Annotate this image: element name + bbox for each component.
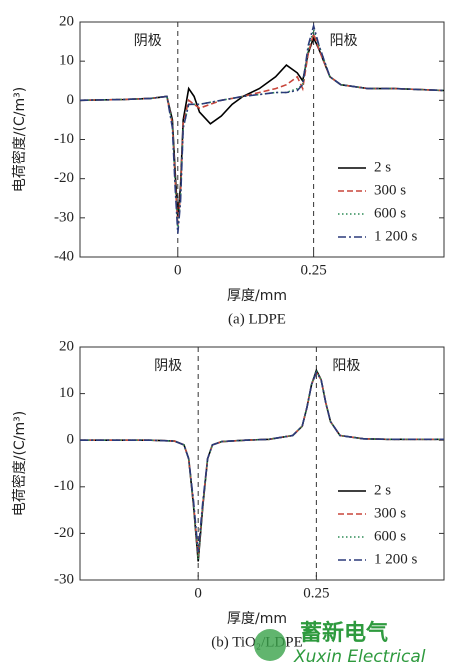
legend-label: 600 s: [374, 205, 406, 221]
y-tick-label: -10: [54, 478, 74, 494]
watermark-logo: [254, 629, 286, 661]
series-line: [79, 31, 445, 226]
caption: (a) LDPE: [228, 311, 286, 327]
x-tick-label: 0.25: [300, 262, 326, 278]
y-tick-label: -20: [54, 525, 74, 541]
legend-label: 600 s: [374, 528, 406, 544]
electrode-label: 阳极: [332, 358, 360, 374]
x-tick-label: 0: [194, 585, 202, 601]
legend-label: 300 s: [374, 505, 406, 521]
legend-label: 1 200 s: [374, 228, 418, 244]
y-tick-label: 0: [67, 432, 75, 448]
legend-label: 2 s: [374, 482, 391, 498]
series-line: [79, 27, 445, 230]
electrode-label: 阴极: [134, 33, 162, 49]
x-axis-label: 厚度/mm: [227, 288, 287, 304]
x-axis-label: 厚度/mm: [227, 611, 287, 627]
series-line: [80, 370, 444, 553]
electrode-label: 阳极: [330, 33, 358, 49]
y-tick-label: 10: [59, 385, 74, 401]
series-line: [79, 22, 445, 234]
legend-label: 300 s: [374, 182, 406, 198]
watermark-en: Xuxin Electrical: [293, 647, 426, 667]
watermark-cn: 蓄新电气: [300, 620, 388, 646]
x-tick-label: 0.25: [303, 585, 329, 601]
y-tick-label: -30: [54, 209, 74, 225]
y-axis-label: 电荷密度/(C/m³): [11, 87, 28, 192]
y-tick-label: -10: [54, 131, 74, 147]
plot-frame: [79, 346, 445, 581]
y-tick-label: 20: [59, 13, 74, 29]
y-tick-label: 20: [59, 338, 74, 354]
watermark: 蓄新电气 Xuxin Electrical: [254, 620, 426, 667]
x-tick-label: 0: [174, 262, 182, 278]
y-tick-label: -20: [54, 170, 74, 186]
y-tick-label: -40: [54, 248, 74, 264]
y-axis-label: 电荷密度/(C/m³): [11, 411, 28, 516]
legend-label: 2 s: [374, 159, 391, 175]
y-tick-label: -30: [54, 571, 74, 587]
electrode-label: 阴极: [154, 358, 182, 374]
plot-frame: [79, 21, 445, 258]
y-tick-label: 10: [59, 53, 74, 69]
y-tick-label: 0: [67, 92, 75, 108]
legend-label: 1 200 s: [374, 551, 418, 567]
